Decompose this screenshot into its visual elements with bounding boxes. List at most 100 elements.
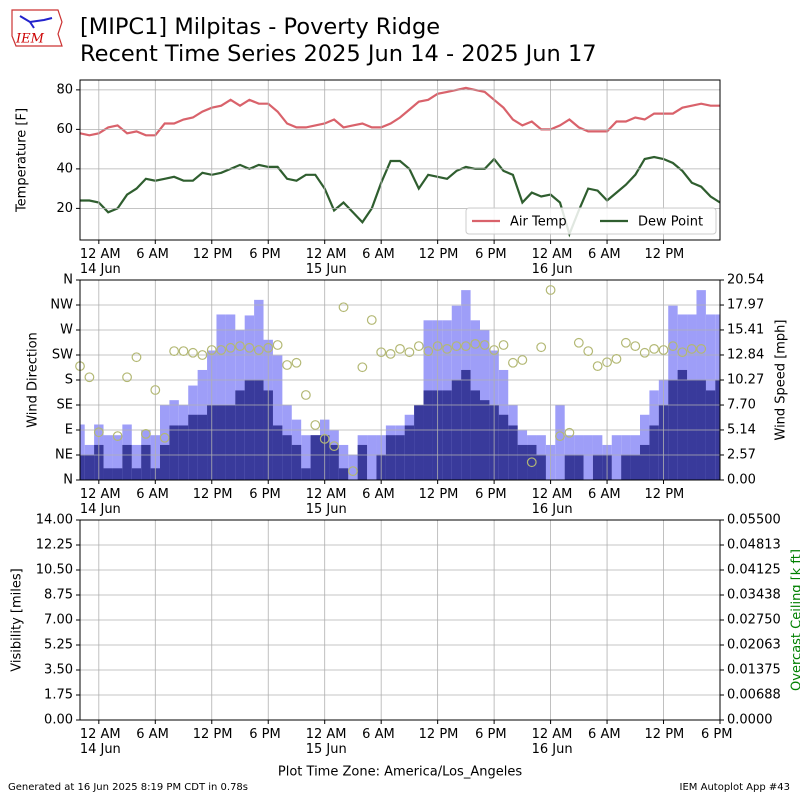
line — [80, 155, 720, 238]
point — [630, 341, 641, 352]
point — [206, 345, 217, 355]
x-axis-label: Plot Time Zone: America/Los_Angeles — [278, 765, 522, 780]
x-tick-label: 12 PM — [418, 247, 459, 262]
y-tick-label: 7.00 — [44, 613, 73, 628]
x-tick-label: 12 AM 14 Jun — [79, 487, 121, 517]
point — [348, 466, 358, 477]
x-tick-label: 6 AM — [588, 247, 621, 262]
point — [620, 337, 631, 348]
legend-box — [465, 207, 717, 235]
bar — [611, 435, 622, 480]
point — [244, 342, 255, 353]
footer-left: Generated at 16 Jun 2025 8:19 PM CDT in … — [8, 782, 249, 793]
bar — [404, 425, 415, 480]
bar — [178, 425, 189, 480]
y2-tick-label: 17.97 — [727, 298, 764, 313]
point — [592, 361, 603, 372]
point — [508, 357, 518, 368]
bar — [301, 468, 311, 480]
point — [300, 390, 311, 400]
bar — [169, 425, 179, 480]
point — [131, 352, 142, 363]
point — [423, 346, 434, 357]
x-tick-label: 6 AM — [362, 247, 395, 262]
point — [639, 347, 650, 358]
point — [536, 342, 547, 353]
x-tick-label: 6 AM — [136, 487, 169, 502]
bar — [574, 454, 584, 480]
y-axis-label: Wind Direction — [26, 332, 41, 428]
bar — [677, 369, 688, 480]
bar — [414, 405, 424, 480]
bar — [329, 444, 339, 480]
y-tick-label: N — [63, 473, 73, 488]
point — [479, 340, 490, 350]
x-tick-label: 6 PM — [475, 487, 507, 502]
y2-tick-label: 0.04125 — [727, 563, 781, 578]
x-tick-label: 6 PM — [249, 727, 281, 742]
bar — [555, 405, 565, 480]
point — [235, 341, 245, 352]
y-tick-label: SW — [52, 348, 73, 363]
point — [432, 341, 443, 352]
y2-tick-label: 5.14 — [727, 422, 756, 437]
bar — [84, 454, 95, 480]
point — [385, 348, 396, 359]
bar — [160, 444, 170, 480]
bar — [131, 468, 142, 480]
x-tick-label: 12 PM — [192, 487, 233, 502]
point — [188, 347, 198, 358]
point — [668, 341, 678, 352]
x-tick-label: 12 AM 14 Jun — [79, 727, 121, 757]
y-tick-label: 0.00 — [44, 713, 73, 728]
point — [357, 362, 368, 373]
bar — [216, 405, 226, 480]
x-tick-label: 6 PM — [249, 487, 281, 502]
x-tick-label: 6 AM — [588, 727, 621, 742]
point — [112, 431, 123, 442]
point — [225, 342, 236, 353]
point — [366, 315, 377, 325]
y-tick-label: S — [65, 373, 73, 388]
y-tick-label: 80 — [56, 82, 73, 97]
x-tick-label: 12 PM — [418, 727, 459, 742]
bar — [122, 444, 132, 480]
y2-tick-label: 0.05500 — [727, 513, 781, 528]
x-tick-label: 6 AM — [588, 487, 621, 502]
point — [376, 347, 387, 358]
y2-tick-label: 0.03438 — [727, 588, 781, 603]
bar — [630, 454, 640, 480]
point — [216, 345, 227, 355]
y-tick-label: 12.25 — [36, 538, 73, 553]
point — [573, 337, 584, 348]
x-tick-label: 6 PM — [475, 247, 507, 262]
bar — [216, 314, 226, 480]
bar — [225, 405, 236, 480]
point — [555, 431, 565, 442]
point — [122, 372, 132, 383]
x-tick-label: 12 PM — [192, 727, 233, 742]
y2-axis-label: Wind Speed [mph] — [774, 320, 789, 441]
y-tick-label: 20 — [56, 201, 73, 216]
x-tick-label: 12 AM 15 Jun — [305, 487, 347, 517]
bar — [385, 435, 396, 480]
point — [150, 385, 161, 395]
y2-tick-label: 2.57 — [727, 447, 756, 462]
bar — [225, 314, 236, 480]
point — [658, 345, 669, 355]
point — [84, 372, 95, 383]
logo: IEM — [11, 9, 63, 47]
point — [178, 346, 189, 357]
point — [442, 343, 452, 354]
bar — [367, 435, 377, 480]
logo-text: IEM — [15, 32, 45, 47]
y-tick-label: W — [60, 323, 73, 338]
logo-lines — [19, 15, 53, 29]
plot-area — [80, 86, 720, 238]
y-tick-label: 14.00 — [36, 513, 73, 528]
bar — [621, 454, 631, 480]
bar — [272, 355, 283, 480]
point — [677, 347, 688, 358]
y2-tick-label: 0.00 — [727, 473, 756, 488]
